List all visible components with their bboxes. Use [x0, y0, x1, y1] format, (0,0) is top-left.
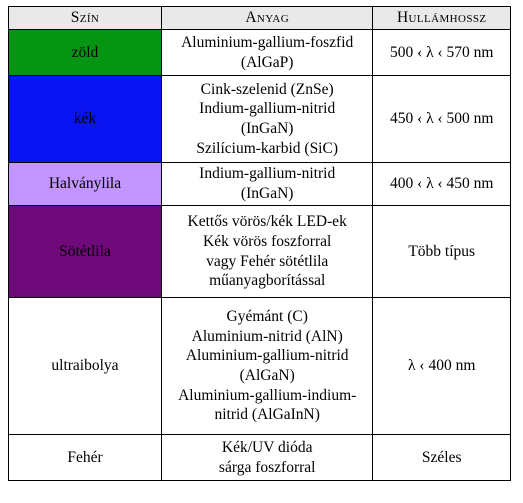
- color-cell: zöld: [8, 29, 162, 76]
- wavelength-cell: 400 ‹ λ ‹ 450 nm: [372, 162, 511, 206]
- material-line: sárga foszforral: [218, 458, 316, 476]
- material-line: Aluminium-nitrid (AlN): [191, 327, 343, 345]
- material-cell: Kettős vörös/kék LED-ek Kék vörös foszfor…: [160, 205, 374, 298]
- color-name: zöld: [71, 43, 99, 61]
- material-line: Cink-szelenid (ZnSe): [200, 80, 334, 98]
- header-color: Szín: [8, 6, 162, 30]
- header-material: Anyag: [160, 6, 374, 30]
- material-line: Kék vörös foszforral: [203, 232, 332, 250]
- material-cell: Kék/UV dióda sárga foszforral: [160, 434, 374, 481]
- material-line: Kék/UV dióda: [221, 438, 313, 456]
- wavelength-cell: λ ‹ 400 nm: [372, 297, 511, 435]
- color-cell: Sötétlila: [8, 205, 162, 298]
- material-line: (AlGaN): [239, 367, 295, 384]
- color-name: ultraibolya: [51, 357, 119, 375]
- wavelength-cell: 450 ‹ λ ‹ 500 nm: [372, 75, 511, 163]
- table-row: Sötétlila Kettős vörös/kék LED-ek Kék vör…: [8, 205, 511, 298]
- material-line: Indium-gallium-nitrid: [199, 165, 336, 183]
- material-line: nitrid (AlGaInN): [214, 406, 320, 424]
- wavelength-cell: Széles: [372, 434, 511, 481]
- material-cell: Cink-szelenid (ZnSe) Indium-gallium-nitri…: [160, 75, 374, 163]
- material-cell: Aluminium-gallium-foszfid (AlGaP): [160, 29, 374, 76]
- table-row: kék Cink-szelenid (ZnSe) Indium-gallium-n…: [8, 75, 511, 163]
- color-cell: Fehér: [8, 434, 162, 481]
- table-row: Fehér Kék/UV dióda sárga foszforral Széle…: [8, 434, 511, 481]
- led-table-page: Szín Anyag Hullámhossz zöld Aluminium-ga…: [8, 6, 511, 481]
- color-cell: ultraibolya: [8, 297, 162, 435]
- table-row: Halványlila Indium-gallium-nitrid (InGaN)…: [8, 162, 511, 206]
- wavelength-cell: Több típus: [372, 205, 511, 298]
- color-name: Halványlila: [48, 175, 122, 193]
- table-row: zöld Aluminium-gallium-foszfid (AlGaP) 50…: [8, 29, 511, 76]
- material-line: Szilícium-karbid (SiC): [196, 139, 338, 157]
- material-cell: Indium-gallium-nitrid (InGaN): [160, 162, 374, 206]
- color-cell: Halványlila: [8, 162, 162, 206]
- wavelength-cell: 500 ‹ λ ‹ 570 nm: [372, 29, 511, 76]
- material-line: Aluminium-gallium-nitrid: [185, 347, 349, 365]
- material-line: (AlGaP): [240, 53, 294, 71]
- material-line: Kettős vörös/kék LED-ek: [187, 213, 347, 231]
- color-name: Sötétlila: [59, 242, 111, 260]
- material-line: vagy Fehér sötétlila: [206, 252, 329, 270]
- material-line: műanyagborítással: [209, 272, 326, 290]
- color-name: kék: [73, 110, 97, 128]
- material-line: Aluminium-gallium-indium-: [178, 386, 357, 404]
- material-line: (InGaN): [240, 185, 294, 202]
- header-wavelength: Hullámhossz: [372, 6, 511, 30]
- material-line: Indium-gallium-nitrid: [199, 100, 336, 118]
- color-name: Fehér: [67, 448, 103, 466]
- color-cell: kék: [8, 75, 162, 163]
- table-header-row: Szín Anyag Hullámhossz: [8, 6, 511, 30]
- table-body: zöld Aluminium-gallium-foszfid (AlGaP) 50…: [8, 29, 511, 481]
- table-row: ultraibolya Gyémánt (C) Aluminium-nitrid …: [8, 297, 511, 435]
- material-cell: Gyémánt (C) Aluminium-nitrid (AlN) Alumini…: [160, 297, 374, 435]
- material-line: Aluminium-gallium-foszfid: [181, 33, 354, 51]
- material-line: (InGaN): [240, 120, 294, 137]
- led-color-table: Szín Anyag Hullámhossz zöld Aluminium-ga…: [8, 6, 511, 481]
- material-line: Gyémánt (C): [226, 308, 308, 326]
